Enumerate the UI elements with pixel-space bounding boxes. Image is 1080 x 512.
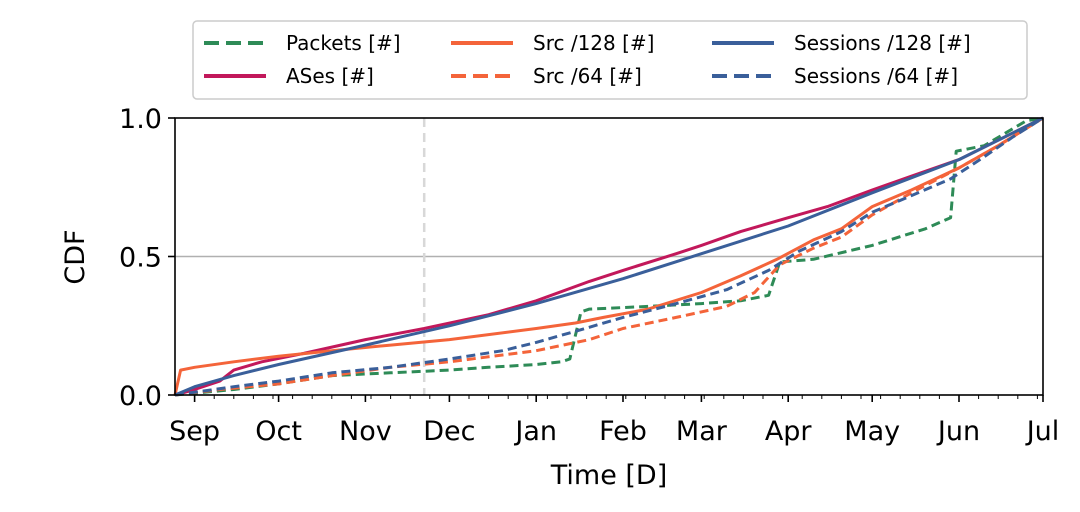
x-tick-label-4: Jan bbox=[513, 416, 557, 447]
legend-label-5: Sessions /64 [#] bbox=[794, 64, 958, 88]
legend-frame bbox=[192, 20, 1028, 100]
legend-label-4: Sessions /128 [#] bbox=[794, 31, 971, 55]
x-tick-label-9: Jun bbox=[936, 416, 980, 447]
x-tick-label-2: Nov bbox=[339, 416, 392, 447]
legend-label-0: Packets [#] bbox=[286, 31, 401, 55]
plot-area bbox=[175, 118, 1043, 395]
series-line-3 bbox=[174, 116, 1044, 397]
series-line-1 bbox=[174, 116, 1044, 397]
x-tick-label-8: May bbox=[844, 416, 900, 447]
series-layer bbox=[173, 116, 1044, 397]
y-axis-title: CDF bbox=[60, 229, 91, 284]
y-tick-label-2: 1.0 bbox=[119, 104, 162, 135]
x-tick-label-0: Sep bbox=[169, 416, 220, 447]
x-tick-label-5: Feb bbox=[599, 416, 647, 447]
legend-label-1: ASes [#] bbox=[286, 64, 374, 88]
series-line-5 bbox=[174, 116, 1044, 397]
series-line-4 bbox=[174, 116, 1044, 397]
x-axis-title: Time [D] bbox=[550, 460, 668, 491]
y-tick-label-1: 0.5 bbox=[119, 243, 162, 274]
legend: Packets [#] ASes [#] Src /128 [#] Src /64 [… bbox=[192, 20, 1028, 100]
legend-label-3: Src /64 [#] bbox=[533, 64, 642, 88]
x-tick-label-1: Oct bbox=[255, 416, 302, 447]
series-line-2 bbox=[173, 116, 1044, 396]
x-tick-label-7: Apr bbox=[765, 416, 813, 447]
axes-layer: 0.0 0.5 1.0 Sep Oct Nov Dec Jan Feb Mar Apr May Jun J… bbox=[119, 104, 1059, 447]
legend-label-2: Src /128 [#] bbox=[533, 31, 654, 55]
x-tick-label-6: Mar bbox=[676, 416, 728, 447]
x-tick-label-10: Jul bbox=[1025, 416, 1060, 447]
y-tick-label-0: 0.0 bbox=[119, 381, 162, 412]
x-tick-label-3: Dec bbox=[423, 416, 475, 447]
